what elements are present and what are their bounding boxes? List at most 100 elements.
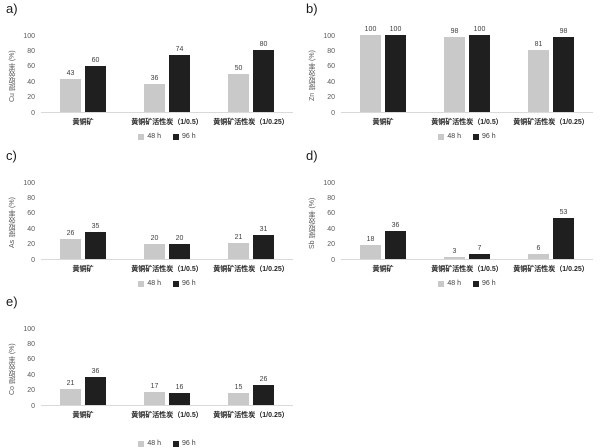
chart-e: e) Co 提取效率 (%) 0 20 40 60 80 100 21 36 17 16 15 26… [0, 293, 300, 447]
bar-with-label: 100 [360, 26, 381, 112]
y-tick-label: 20 [327, 241, 335, 249]
bar-48h [144, 84, 165, 112]
category-axis: 黄铜矿 黄铜矿活性炭（1/0.5） 黄铜矿活性炭（1/0.25） [341, 264, 593, 274]
legend-swatch [173, 134, 179, 140]
bar-with-label: 26 [253, 376, 274, 405]
legend: 48 h 96 h [341, 133, 593, 141]
bar-group: 36 74 [125, 36, 209, 112]
chart-c: c) As 提取效率 (%) 0 20 40 60 80 100 26 35 20 20 21 31… [0, 147, 300, 293]
bar-group: 43 60 [41, 36, 125, 112]
chart-area: Cu 提取效率 (%) 0 20 40 60 80 100 43 60 36 74 50 80 黄铜… [8, 32, 293, 141]
category-axis: 黄铜矿 黄铜矿活性炭（1/0.5） 黄铜矿活性炭（1/0.25） [41, 117, 293, 127]
plot-area: 26 35 20 20 21 31 [41, 183, 293, 260]
bar-48h [228, 242, 249, 259]
bar-with-label: 18 [360, 236, 381, 259]
legend-item: 48 h [438, 280, 461, 288]
bar-with-label: 20 [169, 235, 190, 259]
bar-group: 50 80 [209, 36, 293, 112]
y-tick-label: 100 [23, 325, 35, 333]
y-tick-label: 80 [27, 47, 35, 55]
category-label: 黄铜矿活性炭（1/0.25） [513, 119, 589, 126]
bar-value-label: 6 [536, 245, 541, 253]
category-label: 黄铜矿 [72, 119, 94, 126]
bar-with-label: 3 [444, 248, 465, 259]
bar-with-label: 100 [469, 26, 490, 112]
bar-48h [228, 73, 249, 112]
bar-value-label: 35 [91, 223, 100, 231]
y-axis-ticks: 0 20 40 60 80 100 [18, 325, 41, 410]
bar-group: 20 20 [125, 183, 209, 259]
bar-value-label: 36 [391, 222, 400, 230]
bar-with-label: 74 [169, 46, 190, 112]
bar-48h [60, 238, 81, 259]
legend-swatch [138, 441, 145, 447]
bar-with-label: 80 [253, 41, 274, 112]
bar-value-label: 100 [473, 26, 486, 33]
y-axis-ticks: 0 20 40 60 80 100 [18, 180, 41, 264]
y-tick-label: 0 [31, 256, 35, 264]
bar-value-label: 100 [389, 26, 402, 33]
plot-column: 21 36 17 16 15 26 黄铜矿 黄铜矿活性炭（1/0.5） 黄铜矿活性炭（1/0.… [41, 329, 293, 448]
category-label: 黄铜矿活性炭（1/0.25） [213, 266, 289, 273]
bar-48h [444, 36, 465, 112]
bar-96h [469, 253, 490, 259]
panel-label: d) [306, 148, 318, 163]
y-tick-label: 100 [23, 32, 35, 40]
bar-value-label: 26 [259, 375, 268, 383]
legend-label: 48 h [147, 280, 161, 287]
plot-column: 18 36 3 7 6 53 黄铜矿 黄铜矿活性炭（1/0.5） 黄铜矿活性炭（1/0.25）… [341, 183, 593, 288]
y-axis-title: Zn 提取效率 (%) [309, 50, 316, 102]
bar-value-label: 21 [234, 233, 243, 241]
bar-with-label: 50 [228, 64, 249, 112]
y-axis-ticks: 0 20 40 60 80 100 [318, 180, 341, 264]
bar-group: 18 36 [341, 183, 425, 259]
y-axis-title: Sb 提取效率 (%) [309, 197, 316, 249]
category-label: 黄铜矿 [72, 412, 94, 419]
category-label: 黄铜矿活性炭（1/0.25） [213, 119, 289, 126]
bar-group: 26 35 [41, 183, 125, 259]
bar-value-label: 98 [559, 27, 568, 35]
bar-48h [60, 388, 81, 405]
bar-value-label: 20 [175, 234, 184, 242]
legend-swatch [138, 281, 145, 287]
bar-value-label: 36 [150, 75, 159, 83]
bar-96h [553, 218, 574, 259]
category-label: 黄铜矿 [372, 119, 394, 126]
bar-group: 6 53 [509, 183, 593, 259]
bar-value-label: 15 [234, 384, 243, 392]
bar-with-label: 21 [60, 380, 81, 405]
legend-label: 48 h [447, 280, 461, 287]
bar-with-label: 7 [469, 245, 490, 259]
bar-48h [60, 78, 81, 112]
bar-value-label: 18 [366, 236, 375, 244]
legend-swatch [438, 281, 445, 287]
bar-value-label: 50 [234, 64, 243, 72]
y-tick-label: 40 [27, 371, 35, 379]
bar-96h [85, 232, 106, 259]
y-tick-label: 20 [27, 387, 35, 395]
y-tick-label: 40 [27, 78, 35, 86]
bar-group: 15 26 [209, 329, 293, 405]
bar-48h [360, 245, 381, 259]
y-axis-title: Cu 提取效率 (%) [9, 50, 16, 102]
bar-value-label: 60 [91, 56, 100, 64]
panel-label: c) [6, 148, 17, 163]
y-tick-label: 100 [323, 32, 335, 40]
bar-48h [444, 256, 465, 259]
legend-label: 96 h [182, 280, 196, 287]
bar-96h [253, 50, 274, 112]
y-tick-label: 20 [327, 94, 335, 102]
y-tick-label: 0 [331, 109, 335, 117]
legend-label: 48 h [447, 133, 461, 140]
y-tick-label: 40 [27, 225, 35, 233]
legend: 48 h 96 h [41, 280, 293, 288]
plot-column: 26 35 20 20 21 31 黄铜矿 黄铜矿活性炭（1/0.5） 黄铜矿活性炭（1/0.… [41, 183, 293, 288]
bar-value-label: 3 [452, 247, 457, 255]
y-tick-label: 40 [327, 78, 335, 86]
bar-96h [85, 65, 106, 112]
bar-96h [469, 35, 490, 112]
y-tick-label: 80 [27, 340, 35, 348]
plot-column: 100 100 98 100 81 98 黄铜矿 黄铜矿活性炭（1/0.5） 黄铜矿活性炭（1… [341, 26, 593, 141]
category-axis: 黄铜矿 黄铜矿活性炭（1/0.5） 黄铜矿活性炭（1/0.25） [341, 117, 593, 127]
